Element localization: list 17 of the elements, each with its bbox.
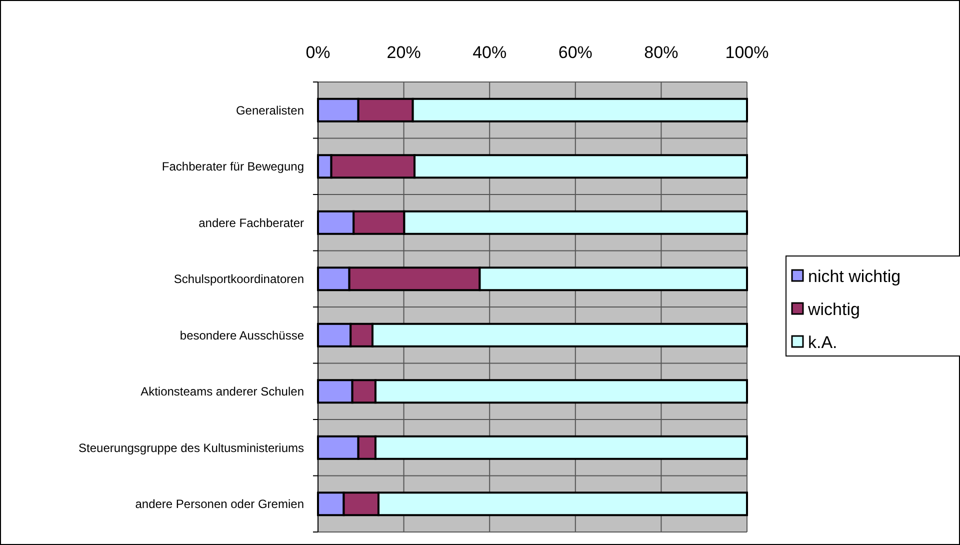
y-tick-label: Aktionsteams anderer Schulen [140,384,304,399]
y-tick-label: andere Personen oder Gremien [135,497,304,512]
x-tick-label: 80% [644,43,678,62]
x-tick-label: 0% [306,43,330,62]
y-tick-label: Steuerungsgruppe des Kultusministeriums [78,440,304,455]
legend-label: k.A. [808,332,838,352]
x-tick-label: 40% [472,43,507,62]
y-tick-label: Generalisten [236,103,304,118]
y-tick-label: besondere Ausschüsse [180,328,304,342]
legend-label: wichtig [807,300,860,319]
y-tick-label: andere Fachberater [198,216,304,230]
x-tick-label: 60% [558,43,592,62]
x-tick-label: 100% [725,43,769,62]
y-tick-label: Schulsportkoordinatoren [174,272,304,286]
y-tick-label: Fachberater für Bewegung [162,160,304,174]
legend-label: nicht wichtig [808,266,901,286]
x-tick-label: 20% [386,43,421,62]
